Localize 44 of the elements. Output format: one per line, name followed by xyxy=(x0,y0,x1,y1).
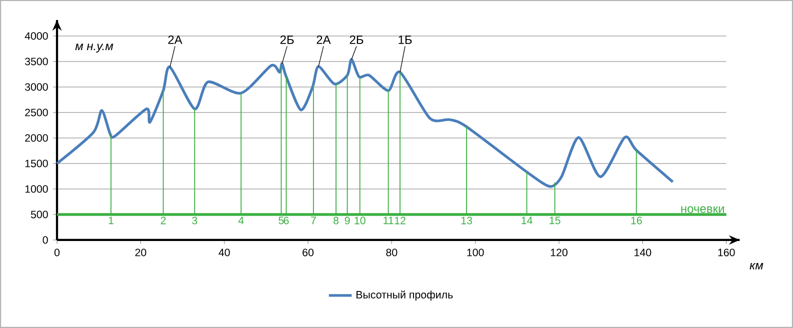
x-tick-label: 0 xyxy=(54,248,60,256)
annotation: 14 xyxy=(522,216,532,224)
y-tick-label: 1500 xyxy=(25,160,48,168)
x-tick-label: 100 xyxy=(467,248,484,256)
x-tick-label: 20 xyxy=(135,248,146,256)
annotation: 3 xyxy=(192,216,198,224)
y-tick-label: 2500 xyxy=(25,108,48,116)
legend-label: Высотный профиль xyxy=(356,290,453,301)
annotation: 2А xyxy=(168,36,182,44)
annotation: 12 xyxy=(394,216,406,224)
y-tick-label: 3500 xyxy=(24,58,48,66)
annotation: 6 xyxy=(284,216,289,224)
ref-line-label: ночевки xyxy=(681,206,724,213)
annotation: 2 xyxy=(160,216,166,224)
annotation: 2Б xyxy=(280,36,294,44)
annotation: 1 xyxy=(108,216,114,224)
x-tick-label: 160 xyxy=(718,248,735,256)
annotation: 4 xyxy=(238,216,244,224)
x-tick-label: 120 xyxy=(550,248,568,256)
x-axis-title: км xyxy=(750,263,764,270)
x-tick-label: 140 xyxy=(634,248,652,256)
y-axis-title: м н.у.м xyxy=(75,44,114,53)
y-tick-label: 3000 xyxy=(24,83,48,91)
y-tick-label: 0 xyxy=(42,236,48,244)
x-tick-label: 80 xyxy=(386,248,398,256)
annotation: 1Б xyxy=(398,36,412,44)
annotation: 2Б xyxy=(350,36,364,44)
y-tick-label: 1000 xyxy=(25,185,48,193)
x-tick-label: 60 xyxy=(302,248,314,256)
annotation: 13 xyxy=(461,216,472,224)
line-series xyxy=(56,58,674,188)
x-tick-label: 40 xyxy=(218,248,230,256)
y-tick-label: 500 xyxy=(30,210,48,218)
annotation: 15 xyxy=(550,216,560,224)
annotation: 11 xyxy=(384,216,394,224)
annotation: 10 xyxy=(354,216,366,224)
annotation: 9 xyxy=(344,216,350,224)
annotation: 7 xyxy=(311,216,316,224)
annotation: 5 xyxy=(278,216,284,224)
annotation: 16 xyxy=(631,216,642,224)
y-tick-label: 4000 xyxy=(24,32,48,40)
y-tick-label: 2000 xyxy=(25,134,48,142)
annotation: 8 xyxy=(334,216,339,224)
annotation: 2А xyxy=(316,36,331,44)
